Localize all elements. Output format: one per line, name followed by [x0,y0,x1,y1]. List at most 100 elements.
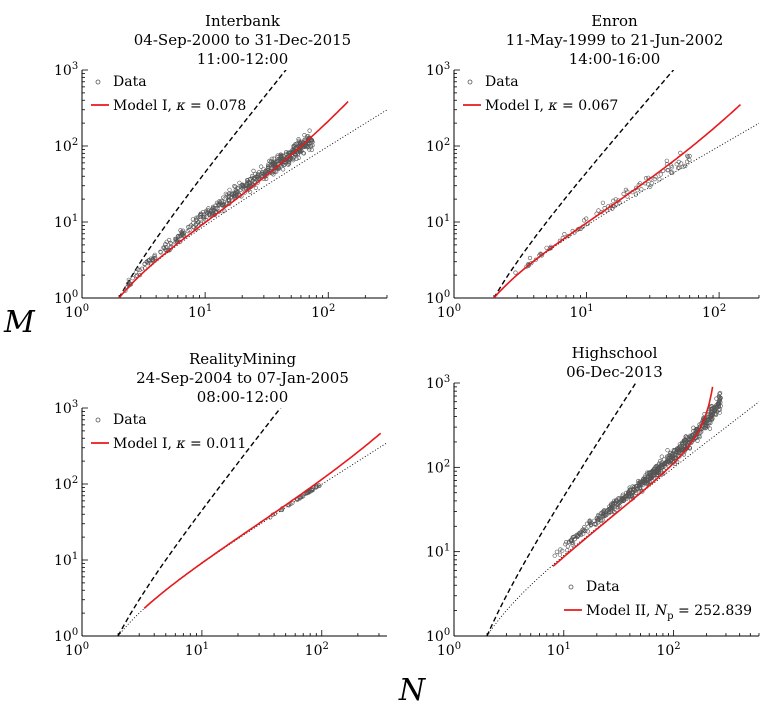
data-point [616,505,621,510]
data-point [711,405,717,410]
tick-base: 10 [54,477,72,493]
data-point [633,192,639,197]
tick-exponent: 0 [72,627,78,638]
data-point [627,485,632,490]
data-point [308,144,313,149]
data-point [707,426,713,431]
data-point [588,520,594,526]
data-point [291,144,296,149]
tick-exponent: 0 [444,289,450,300]
tick-base: 10 [426,139,444,155]
legend-param-value: = 252.839 [674,603,753,619]
data-point [684,438,689,443]
data-point [695,438,700,443]
legend-model-name: Model II, [586,603,655,619]
data-point [226,193,231,199]
data-point [310,139,315,144]
tick-exponent: 3 [444,61,450,72]
data-point [682,444,688,449]
legend-model-name: Model I, [113,436,176,452]
panel-0-x-tick-label-1: 101 [188,303,212,321]
panel-2-legend: Data Model I, κ = 0.011 [91,412,246,452]
tick-exponent: 1 [587,303,593,314]
legend-data-label: Data [586,579,620,595]
data-point [187,224,192,229]
data-point [137,267,142,273]
data-point [307,128,312,133]
data-point [640,477,646,482]
data-point [163,245,169,250]
data-point [303,144,309,149]
data-point [603,511,609,516]
data-point [638,486,643,491]
data-point [652,471,657,477]
panel-0-title-line-2: 11:00-12:00 [197,50,289,68]
y-axis-label: M [3,305,36,340]
data-point [699,429,704,434]
data-point [575,534,580,540]
data-point [286,162,291,167]
data-point [716,400,721,405]
data-point [580,527,585,532]
data-point [584,521,590,526]
data-point [298,147,303,152]
legend-param-symbol: κ [175,98,185,114]
panel-3-y-tick-label-3: 103 [426,374,450,392]
data-point [291,155,296,160]
data-point [223,191,228,196]
data-point [657,177,662,182]
tick-base: 10 [65,305,83,321]
data-point [264,169,270,174]
data-point [655,468,660,473]
legend-data-label: Data [113,412,147,428]
data-point [603,513,608,518]
data-point [621,191,626,196]
data-point [681,443,686,448]
panel-0-x-tick-label-0: 100 [65,303,89,321]
legend-param-symbol: κ [175,436,185,452]
data-point [196,220,201,225]
data-point [236,185,241,190]
legend-param-value: = 0.011 [186,436,247,452]
data-point [705,424,710,429]
panel-3-upper-bound-line [486,383,637,636]
data-point [718,400,723,405]
data-point [679,448,685,453]
data-point [665,448,670,453]
data-point [633,484,639,489]
tick-exponent: 0 [444,627,450,638]
tick-base: 10 [426,63,444,79]
data-point [306,140,311,145]
data-point [717,407,723,412]
data-point [309,147,314,152]
data-point [683,163,688,168]
tick-base: 10 [188,305,206,321]
data-point [610,500,616,506]
legend-model-name: Model I, [485,98,548,114]
legend-param-symbol: N [654,603,668,619]
data-point [202,212,207,217]
data-point [137,273,142,278]
data-point [294,156,299,161]
data-point [233,184,238,189]
data-point [180,231,185,236]
panel-1-plot-area [493,70,759,298]
data-point [677,165,682,170]
tick-base: 10 [426,545,444,561]
data-point [307,135,313,140]
data-point [130,276,135,281]
panel-3-y-tick-label-0: 100 [426,627,450,645]
data-point [263,169,268,174]
tick-exponent: 2 [72,137,78,148]
panel-0-title-line-1: 04-Sep-2000 to 31-Dec-2015 [134,31,351,49]
panel-2-y-tick-label-1: 101 [54,551,78,569]
data-point [176,233,181,239]
data-point [139,266,145,271]
data-point [716,402,721,407]
data-point [596,517,601,523]
x-axis-label: N [398,673,427,707]
tick-exponent: 2 [72,475,78,486]
data-point [624,494,630,499]
